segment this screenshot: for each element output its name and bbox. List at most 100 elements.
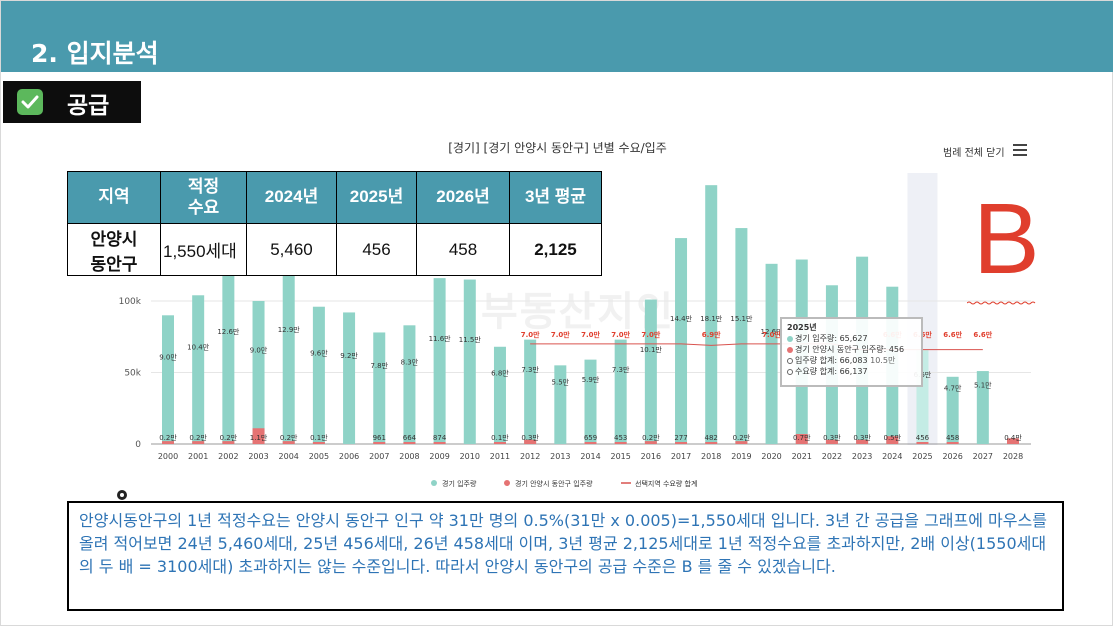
x-tick-label: 2022 [822, 452, 842, 461]
x-tick-label: 2026 [942, 452, 962, 461]
section-heading: 공급 [3, 81, 141, 123]
bar-label: 10.1만 [640, 345, 663, 354]
x-tick-label: 2007 [369, 452, 389, 461]
header-demand-line1: 적정 [187, 177, 220, 197]
table-cell-2026: 458 [416, 223, 510, 276]
red-dot-icon [787, 346, 793, 353]
bar-gyeonggi [403, 325, 416, 444]
x-tick-label: 2018 [701, 452, 721, 461]
bar-dongan [1007, 438, 1019, 444]
x-tick-label: 2027 [973, 452, 993, 461]
header-bar: 2. 입지분석 [1, 1, 1113, 72]
header-demand-line2: 수요 [187, 197, 220, 217]
local-bar-label: 458 [946, 434, 959, 442]
bar-dongan [373, 442, 386, 444]
bar-label: 6.8만 [491, 368, 509, 377]
x-tick-label: 2028 [1003, 452, 1023, 461]
x-tick-label: 2002 [218, 452, 238, 461]
local-bar-label: 0.3만 [823, 433, 841, 442]
tooltip-line-3: 입주량 합계: 66,083 [795, 356, 868, 365]
x-tick-label: 2015 [610, 452, 630, 461]
x-tick-label: 2024 [882, 452, 902, 461]
x-tick-label: 2016 [641, 452, 661, 461]
local-bar-label: 0.2만 [642, 433, 660, 442]
tooltip-row-2: 경기 안양시 동안구 입주량: 456 [787, 344, 916, 355]
bar-gyeonggi [765, 263, 778, 444]
bar-gyeonggi [312, 306, 325, 444]
bar-label: 9.0만 [159, 353, 177, 362]
bar-label: 4.7만 [944, 383, 962, 392]
x-tick-label: 2004 [279, 452, 299, 461]
table-cell-2025: 456 [336, 223, 417, 276]
description-textbox[interactable]: 안양시동안구의 1년 적정수요는 안양시 동안구 인구 약 31만 명의 0.5… [67, 501, 1064, 611]
hamburger-menu-icon[interactable] [1013, 144, 1027, 156]
local-bar-label: 961 [373, 434, 386, 442]
x-tick-label: 2020 [761, 452, 781, 461]
table-header-cell: 2025년 [336, 171, 417, 224]
region-line2: 동안구 [90, 254, 138, 274]
x-tick-label: 2008 [399, 452, 419, 461]
bar-gyeonggi [644, 299, 657, 444]
bar-label: 7.3만 [612, 365, 630, 374]
bar-dongan [614, 442, 627, 444]
bar-label: 8.3만 [401, 358, 419, 367]
table-header-row: 지역 적정 수요 2024년 2025년 2026년 3년 평균 [67, 171, 602, 224]
cursor-icon [117, 490, 127, 500]
bar-gyeonggi [162, 315, 174, 444]
bar-gyeonggi [976, 371, 989, 444]
bar-gyeonggi [433, 278, 446, 444]
x-tick-label: 2006 [339, 452, 359, 461]
tooltip-line-4: 수요량 합계: 66,137 [795, 367, 868, 376]
bar-label: 9.2만 [340, 351, 358, 360]
circle-icon [787, 357, 793, 364]
chart-tooltip: 2025년 경기 입주량: 65,627 경기 안양시 동안구 입주량: 456… [780, 317, 923, 387]
legend-dot-icon [504, 480, 510, 486]
page-title: 2. 입지분석 [31, 39, 159, 68]
demand-label: 7.0만 [641, 330, 660, 339]
x-tick-label: 2014 [580, 452, 600, 461]
bar-gyeonggi [584, 359, 597, 444]
table-cell-avg: 2,125 [509, 223, 602, 276]
legend-label: 경기 안양시 동안구 입주량 [515, 479, 593, 488]
bar-dongan [644, 441, 657, 444]
bar-gyeonggi [282, 259, 295, 444]
bar-gyeonggi [493, 346, 506, 444]
tooltip-line-1: 경기 입주량: 65,627 [795, 334, 868, 343]
local-bar-label: 0.2만 [159, 433, 177, 442]
tooltip-row-4: 수요량 합계: 66,137 [787, 366, 916, 377]
grade-letter: B [973, 183, 1040, 295]
local-bar-label: 456 [916, 434, 930, 442]
bar-dongan [312, 442, 325, 444]
x-tick-label: 2009 [429, 452, 449, 461]
circle-icon [787, 368, 793, 375]
tooltip-line-2: 경기 안양시 동안구 입주량: 456 [795, 345, 905, 354]
local-bar-label: 0.4만 [1004, 433, 1022, 442]
local-bar-label: 0.2만 [280, 433, 298, 442]
local-bar-label: 482 [705, 434, 718, 442]
local-bar-label: 0.5만 [883, 433, 901, 442]
x-tick-label: 2000 [158, 452, 178, 461]
bar-dongan [825, 439, 838, 444]
x-tick-label: 2012 [520, 452, 540, 461]
bar-label: 7.3만 [521, 365, 539, 374]
x-tick-label: 2003 [248, 452, 268, 461]
bar-label: 12.9만 [278, 325, 301, 334]
tooltip-row-1: 경기 입주량: 65,627 [787, 333, 916, 344]
bar-dongan [162, 441, 174, 444]
x-tick-label: 2021 [792, 452, 812, 461]
table-cell-2024: 5,460 [246, 223, 337, 276]
legend-close-button[interactable]: 범례 전체 닫기 [943, 148, 1005, 159]
table-header-cell: 적정 수요 [160, 171, 247, 224]
bar-label: 9.0만 [250, 346, 268, 355]
table-header-cell: 3년 평균 [509, 171, 602, 224]
local-bar-label: 664 [403, 434, 417, 442]
bar-gyeonggi [735, 228, 748, 444]
tooltip-row-3: 입주량 합계: 66,083 10.5만 [787, 355, 916, 366]
bar-gyeonggi [524, 339, 537, 444]
bar-gyeonggi [192, 295, 205, 444]
x-tick-label: 2010 [460, 452, 480, 461]
bar-dongan [403, 442, 416, 444]
tooltip-year: 2025년 [787, 323, 817, 332]
demand-label: 6.9만 [702, 330, 721, 339]
